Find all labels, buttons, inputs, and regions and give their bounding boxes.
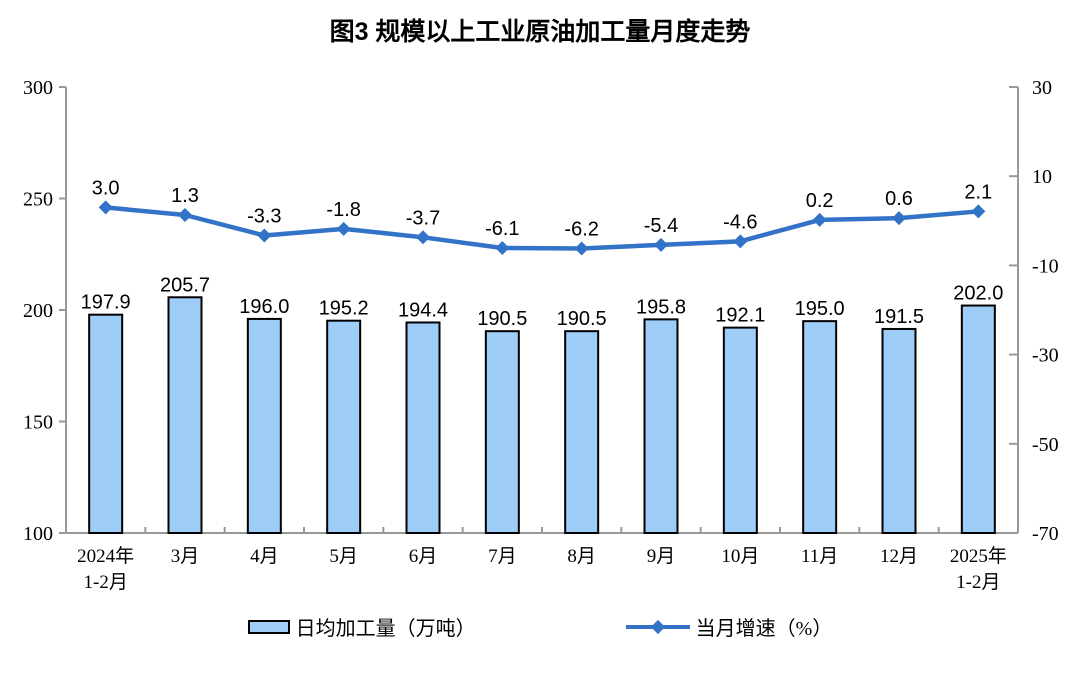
bar: [802, 320, 838, 534]
line-value-label: -6.2: [564, 218, 598, 240]
chart-legend: 日均加工量（万吨） 当月增速（%）: [0, 612, 1080, 641]
diamond-marker: [654, 237, 668, 252]
bar: [246, 317, 282, 535]
bar: [960, 304, 996, 535]
chart-title: 图3 规模以上工业原油加工量月度走势: [329, 18, 751, 46]
bar: [722, 326, 758, 534]
diamond-marker: [733, 234, 748, 249]
diamond-marker: [495, 241, 510, 256]
x-axis-label: 10月: [721, 546, 759, 567]
left-axis-tick-label: 300: [23, 77, 53, 99]
line-value-label: -1.8: [326, 199, 360, 221]
diamond-marker: [574, 241, 589, 256]
line-value-label: -6.1: [485, 218, 519, 240]
x-axis-label: 7月: [488, 546, 517, 567]
diamond-marker: [416, 230, 430, 245]
diamond-marker: [892, 211, 906, 226]
line-value-label: 3.0: [92, 177, 120, 199]
diamond-marker-icon: [650, 619, 665, 634]
diamond-marker: [336, 221, 351, 236]
diamond-marker: [812, 212, 827, 227]
bar-value-label: 195.0: [795, 298, 845, 320]
x-axis-label: 4月: [250, 546, 279, 567]
diamond-marker: [178, 208, 192, 223]
bar: [167, 296, 203, 534]
legend-item-bar: 日均加工量（万吨）: [247, 612, 476, 641]
bar-value-label: 190.5: [557, 308, 607, 330]
line-value-label: 0.6: [885, 188, 913, 210]
diamond-marker: [257, 228, 272, 243]
x-axis-label: 8月: [567, 546, 596, 567]
bar-value-label: 194.4: [398, 299, 448, 321]
right-axis-tick-label: 10: [1032, 166, 1052, 188]
legend-item-line: 当月增速（%）: [625, 612, 833, 641]
left-axis-tick-label: 100: [23, 523, 53, 545]
line-value-label: -4.6: [723, 211, 757, 233]
bar: [643, 318, 679, 534]
bar-swatch-icon: [247, 619, 290, 634]
right-axis-tick-label: 30: [1032, 77, 1052, 99]
diamond-marker: [971, 204, 986, 219]
legend-bar-label: 日均加工量（万吨）: [295, 618, 476, 640]
x-axis-label: 3月: [171, 546, 200, 567]
x-axis-label: 5月: [329, 546, 358, 567]
right-axis-tick-label: -50: [1032, 434, 1059, 456]
line-value-label: 0.2: [806, 190, 834, 212]
bar: [881, 327, 917, 534]
right-axis-tick-label: -10: [1032, 255, 1059, 277]
left-axis-tick-label: 200: [23, 300, 53, 322]
x-axis-label: 2025年 1-2月: [950, 545, 1007, 593]
bar-value-label: 196.0: [239, 296, 289, 318]
legend-line-label: 当月增速（%）: [695, 618, 833, 640]
line-swatch-icon: [625, 619, 690, 635]
left-axis-tick-label: 250: [23, 189, 53, 211]
x-axis-label: 9月: [647, 546, 676, 567]
bar: [88, 313, 124, 535]
bar: [405, 321, 441, 534]
x-axis-label: 2024年 1-2月: [77, 545, 134, 593]
bar: [484, 330, 520, 534]
x-axis-label: 11月: [801, 546, 838, 567]
line-value-label: -5.4: [644, 215, 678, 237]
bar-value-label: 192.1: [715, 305, 765, 327]
bar-value-label: 191.5: [874, 306, 924, 328]
line-value-label: -3.7: [406, 207, 440, 229]
bar-value-label: 195.8: [636, 296, 686, 318]
line-value-label: 1.3: [171, 185, 199, 207]
bar-value-label: 190.5: [477, 308, 527, 330]
diamond-marker: [98, 200, 113, 215]
growth-line: [103, 205, 981, 251]
right-axis-tick-label: -30: [1032, 345, 1059, 367]
right-axis-tick-label: -70: [1032, 523, 1059, 545]
bar-value-label: 195.2: [319, 298, 369, 320]
bar-value-label: 202.0: [953, 283, 1003, 305]
x-axis-label: 6月: [409, 546, 438, 567]
left-axis-tick-label: 150: [23, 412, 53, 434]
bar: [564, 330, 600, 534]
bar-value-label: 197.9: [81, 292, 131, 314]
x-axis-label: 12月: [880, 546, 918, 567]
line-value-label: 2.1: [964, 181, 992, 203]
line-value-label: -3.3: [247, 206, 281, 228]
bar-value-label: 205.7: [160, 274, 210, 296]
bar: [326, 319, 362, 535]
